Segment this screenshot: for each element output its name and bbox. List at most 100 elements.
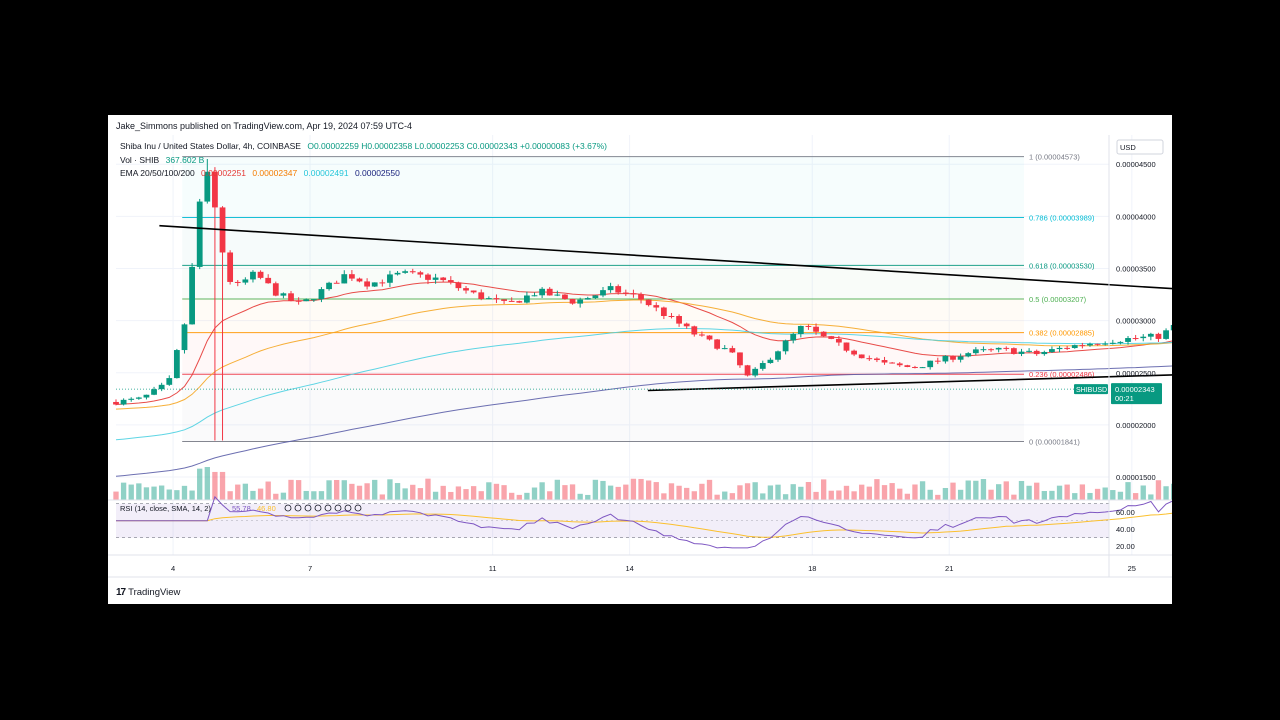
volume-bar [615,486,621,500]
volume-bar [912,484,918,500]
candle-body [797,325,804,335]
rsi-tick-label: 40.00 [1116,525,1135,534]
volume-bar [516,494,522,500]
visibility-icon[interactable] [334,504,342,512]
candle [227,250,234,285]
tradingview-logo[interactable]: 17 TradingView [116,587,180,598]
fib-label-0-382: 0.382 (0.00002885) [1029,329,1095,338]
volume-bar [166,489,172,500]
candle [135,396,142,400]
candle [607,282,614,293]
candle [554,290,561,297]
candle [1117,341,1124,345]
candle [1102,341,1109,346]
candle [912,365,918,369]
candle [759,360,766,371]
candle [721,345,728,350]
volume-bar [113,491,119,500]
candle [706,335,713,341]
symbol-row[interactable]: Shiba Inu / United States Dollar, 4h, CO… [120,140,607,154]
candle [813,323,819,335]
candle [1026,348,1032,353]
ema-line-100 [115,328,1172,441]
candle [805,324,812,330]
last-price-label: 0.00002343 [1115,385,1155,394]
time-tick-label: 4 [171,564,175,573]
fib-label-0-618: 0.618 (0.00003530) [1029,261,1095,270]
candle-body [1132,338,1139,340]
candle-body [516,301,523,303]
volume-bar [904,493,911,500]
rsi-value: 55.78 [232,504,251,513]
time-tick-label: 14 [625,564,633,573]
volume-bar [919,481,926,500]
volume-bar [402,488,408,500]
candle [995,347,1002,353]
candle [455,281,462,291]
tradingview-mark-icon: 17 [116,587,126,598]
volume-bar [836,490,842,500]
ema-line-200 [115,365,1172,477]
candle [356,277,363,283]
volume-bar [699,483,705,500]
candle-body [737,352,743,366]
candle-body [113,401,119,405]
currency-button[interactable] [1116,139,1164,155]
candle-body [775,351,781,360]
volume-bar [805,482,812,500]
candle [904,364,911,368]
fib-label-0-786: 0.786 (0.00003989) [1029,213,1095,222]
remove-icon[interactable] [314,504,322,512]
candle [478,289,485,301]
candle [775,350,781,362]
candle-body [866,358,873,360]
candle-body [485,298,492,300]
volume-bar [722,491,728,500]
candle-body [927,360,934,368]
volume-bar [1011,494,1017,500]
last-price-tag-bg [1111,383,1162,405]
eye-icon[interactable] [284,504,292,512]
candle-body [135,397,142,399]
candle [387,270,393,288]
source-icon[interactable] [304,504,312,512]
volume-bar [417,488,424,500]
trendline-descending-resistance [159,224,1172,290]
volume-label: Vol · SHIB [120,154,160,165]
price-chart[interactable]: 1 (0.00004573) 0.786 (0.00003989) 0.618 (0… [108,115,1172,604]
candle [516,300,523,303]
candle-body [1117,341,1124,343]
candle [782,339,789,355]
candle [1010,347,1017,355]
candle-body [539,288,546,296]
volume-row[interactable]: Vol · SHIB 367.602 B [120,154,607,168]
volume-bar [767,485,774,500]
candle [280,292,287,299]
candle-body [1163,330,1169,339]
volume-bar [957,489,964,500]
grid-lines [116,135,1133,555]
candle-body [432,277,439,280]
candle [531,292,538,297]
candle-body [166,378,173,385]
ema-row[interactable]: EMA 20/50/100/200 0.00002251 0.00002347 … [120,167,607,181]
candle [113,399,119,406]
candle [988,348,994,352]
candle [828,335,835,340]
candle-body [318,289,325,300]
volume-bar [379,494,385,500]
ema-lines [115,281,1172,477]
fib-label-1: 1 (0.00004573) [1029,153,1080,162]
volume-bar [752,482,758,500]
more-icon[interactable] [324,504,332,512]
candle [303,298,310,302]
candle [1132,334,1139,341]
candle-body [835,338,842,343]
volume-bar [288,479,294,500]
down-icon[interactable] [354,504,362,512]
settings-icon[interactable] [294,504,302,512]
up-icon[interactable] [344,504,352,512]
candle-body [622,292,629,294]
volume-bar [737,485,743,500]
candle [1125,335,1131,345]
